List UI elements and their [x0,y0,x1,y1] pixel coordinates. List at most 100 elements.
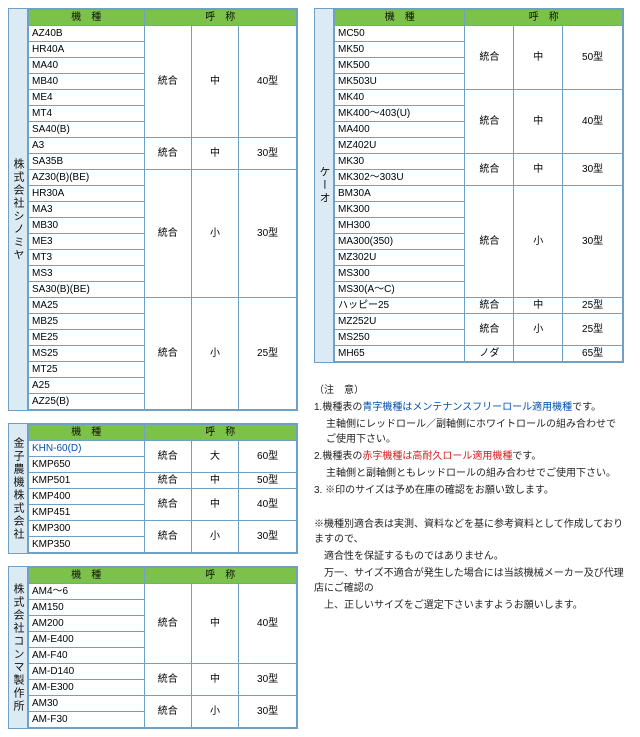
name-c1: 統合 [144,473,191,489]
name-c1: 統合 [144,441,191,473]
name-c3: 30型 [239,696,297,728]
model-cell: A25 [29,378,145,394]
name-c1: 統合 [144,696,191,728]
tbl4-table: 機 種呼 称MC50統合中50型MK50MK500MK503UMK40統合中40… [334,9,623,362]
model-cell: MB30 [29,218,145,234]
model-cell: MZ402U [335,138,465,154]
tbl2-vendor: 金子農機株式会社 [9,424,28,553]
table-row: MA25統合小25型 [29,298,297,314]
name-c3: 50型 [239,473,297,489]
model-cell: MT25 [29,362,145,378]
table-row: AZ30(B)(BE)統合小30型 [29,170,297,186]
name-c2: 小 [191,521,238,553]
model-cell: HR40A [29,42,145,58]
name-c3: 60型 [239,441,297,473]
model-cell: MA40 [29,58,145,74]
table-row: AM4～6統合中40型 [29,584,297,600]
name-c1: 統合 [144,521,191,553]
model-cell: MK30 [335,154,465,170]
name-c3: 25型 [239,298,297,410]
notes-footer-line: ※機種別適合表は実測、資料などを基に参考資料として作成しておりますので、 [314,517,624,547]
model-cell: MS25 [29,346,145,362]
name-c3: 25型 [563,298,623,314]
name-c2: 中 [191,26,238,138]
model-cell: ハッピー25 [335,298,465,314]
notes-line: 2.機種表の赤字機種は高耐久ロール適用機種です。 [314,449,624,464]
model-cell: SA30(B)(BE) [29,282,145,298]
table-row: KMP501統合中50型 [29,473,297,489]
model-cell: MA400 [335,122,465,138]
name-c1: 統合 [144,298,191,410]
right-column: ケーオ機 種呼 称MC50統合中50型MK50MK500MK503UMK40統合… [314,8,624,615]
tbl3-table: 機 種呼 称AM4～6統合中40型AM150AM200AM-E400AM-F40… [28,567,297,728]
name-c3: 65型 [563,346,623,362]
model-cell: BM30A [335,186,465,202]
model-cell: MB40 [29,74,145,90]
name-c1: 統合 [144,138,191,170]
table-row: MZ252U統合小25型 [335,314,623,330]
model-cell: AZ25(B) [29,394,145,410]
table-row: BM30A統合小30型 [335,186,623,202]
model-cell: MK503U [335,74,465,90]
model-cell: AZ40B [29,26,145,42]
notes-line: 3. ※印のサイズは予め在庫の確認をお願い致します。 [314,483,624,498]
name-c2: 中 [514,298,563,314]
model-cell: MK400～403(U) [335,106,465,122]
table-row: MK40統合中40型 [335,90,623,106]
model-cell: KMP650 [29,457,145,473]
model-cell: ME3 [29,234,145,250]
header-name: 呼 称 [144,10,296,26]
name-c3: 40型 [239,584,297,664]
model-cell: AM150 [29,600,145,616]
name-c3: 30型 [239,138,297,170]
name-c2: 中 [191,584,238,664]
header-name: 呼 称 [465,10,623,26]
model-cell: MA25 [29,298,145,314]
name-c1: 統合 [465,186,514,298]
table-row: MC50統合中50型 [335,26,623,42]
name-c2: 小 [191,696,238,728]
model-cell: AM-F30 [29,712,145,728]
name-c2 [514,346,563,362]
model-cell: ME4 [29,90,145,106]
name-c1: 統合 [144,584,191,664]
tbl1-vendor: 株式会社シノミヤ [9,9,28,410]
name-c3: 30型 [239,664,297,696]
name-c3: 25型 [563,314,623,346]
model-cell: KMP501 [29,473,145,489]
name-c3: 40型 [239,489,297,521]
model-cell: MK40 [335,90,465,106]
tbl4-vendor: ケーオ [315,9,334,362]
name-c3: 30型 [563,154,623,186]
model-cell: MS3 [29,266,145,282]
name-c3: 30型 [239,170,297,298]
name-c2: 小 [191,170,238,298]
table-row: AZ40B統合中40型 [29,26,297,42]
model-cell: KMP350 [29,537,145,553]
model-cell: MK500 [335,58,465,74]
name-c3: 40型 [563,90,623,154]
notes-footer-line: 適合性を保証するものではありません。 [314,549,624,564]
table-row: AM-D140統合中30型 [29,664,297,680]
table-row: MH65ノダ65型 [335,346,623,362]
model-cell: AM200 [29,616,145,632]
table-row: MK30統合中30型 [335,154,623,170]
tbl2-wrap: 金子農機株式会社機 種呼 称KHN-60(D)統合大60型KMP650KMP50… [8,423,298,554]
model-cell: A3 [29,138,145,154]
name-c2: 中 [191,138,238,170]
name-c2: 中 [514,90,563,154]
name-c2: 中 [191,664,238,696]
notes-footer-line: 万一、サイズ不適合が発生した場合には当該機械メーカー及び代理店にご確認の [314,566,624,596]
name-c3: 30型 [563,186,623,298]
header-model: 機 種 [29,568,145,584]
model-cell: MK50 [335,42,465,58]
header-model: 機 種 [29,10,145,26]
model-cell: KMP451 [29,505,145,521]
model-cell: MZ302U [335,250,465,266]
model-cell: KMP300 [29,521,145,537]
name-c3: 40型 [239,26,297,138]
page: 株式会社シノミヤ機 種呼 称AZ40B統合中40型HR40AMA40MB40ME… [8,8,632,729]
name-c1: 統合 [465,154,514,186]
header-name: 呼 称 [144,425,296,441]
tbl2-table: 機 種呼 称KHN-60(D)統合大60型KMP650KMP501統合中50型K… [28,424,297,553]
